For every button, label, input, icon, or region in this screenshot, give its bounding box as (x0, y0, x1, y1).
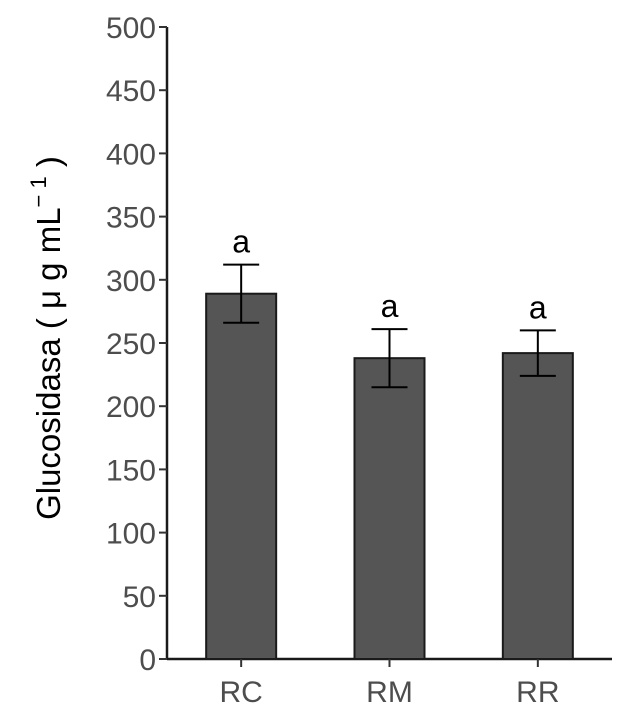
significance-label: a (529, 289, 547, 325)
y-tick-label: 400 (106, 138, 156, 171)
y-tick-label: 150 (106, 454, 156, 487)
y-tick-label: 350 (106, 202, 156, 235)
y-axis-title-main: Glucosidasa ( μ g mL (30, 207, 67, 519)
y-axis-title: Glucosidasa ( μ g mL− 1 ) (26, 156, 67, 520)
y-tick-label: 500 (106, 12, 156, 45)
y-tick-label: 200 (106, 391, 156, 424)
x-axis-ticks: RC RM RR (219, 659, 560, 709)
svg-text:Glucosidasa ( μ g mL− 1 ): Glucosidasa ( μ g mL− 1 ) (26, 156, 67, 520)
x-tick-label: RM (366, 676, 413, 709)
bar (353, 357, 426, 660)
y-tick-label: 50 (123, 581, 156, 614)
y-axis-title-suffix: ) (30, 156, 67, 176)
y-tick-label: 100 (106, 518, 156, 551)
y-tick-label: 450 (106, 75, 156, 108)
bar (501, 352, 574, 660)
y-tick-label: 300 (106, 265, 156, 298)
y-tick-label: 250 (106, 328, 156, 361)
bars-group: a a a (205, 224, 574, 660)
y-tick-label: 0 (139, 644, 156, 677)
x-tick-label: RC (219, 676, 262, 709)
x-tick-label: RR (516, 676, 559, 709)
significance-label: a (232, 224, 250, 260)
significance-label: a (381, 288, 399, 324)
bar (205, 292, 278, 660)
y-axis-ticks: 0 50 100 150 200 250 300 350 400 450 500 (106, 12, 167, 677)
y-axis-title-superscript: − 1 (26, 176, 51, 207)
